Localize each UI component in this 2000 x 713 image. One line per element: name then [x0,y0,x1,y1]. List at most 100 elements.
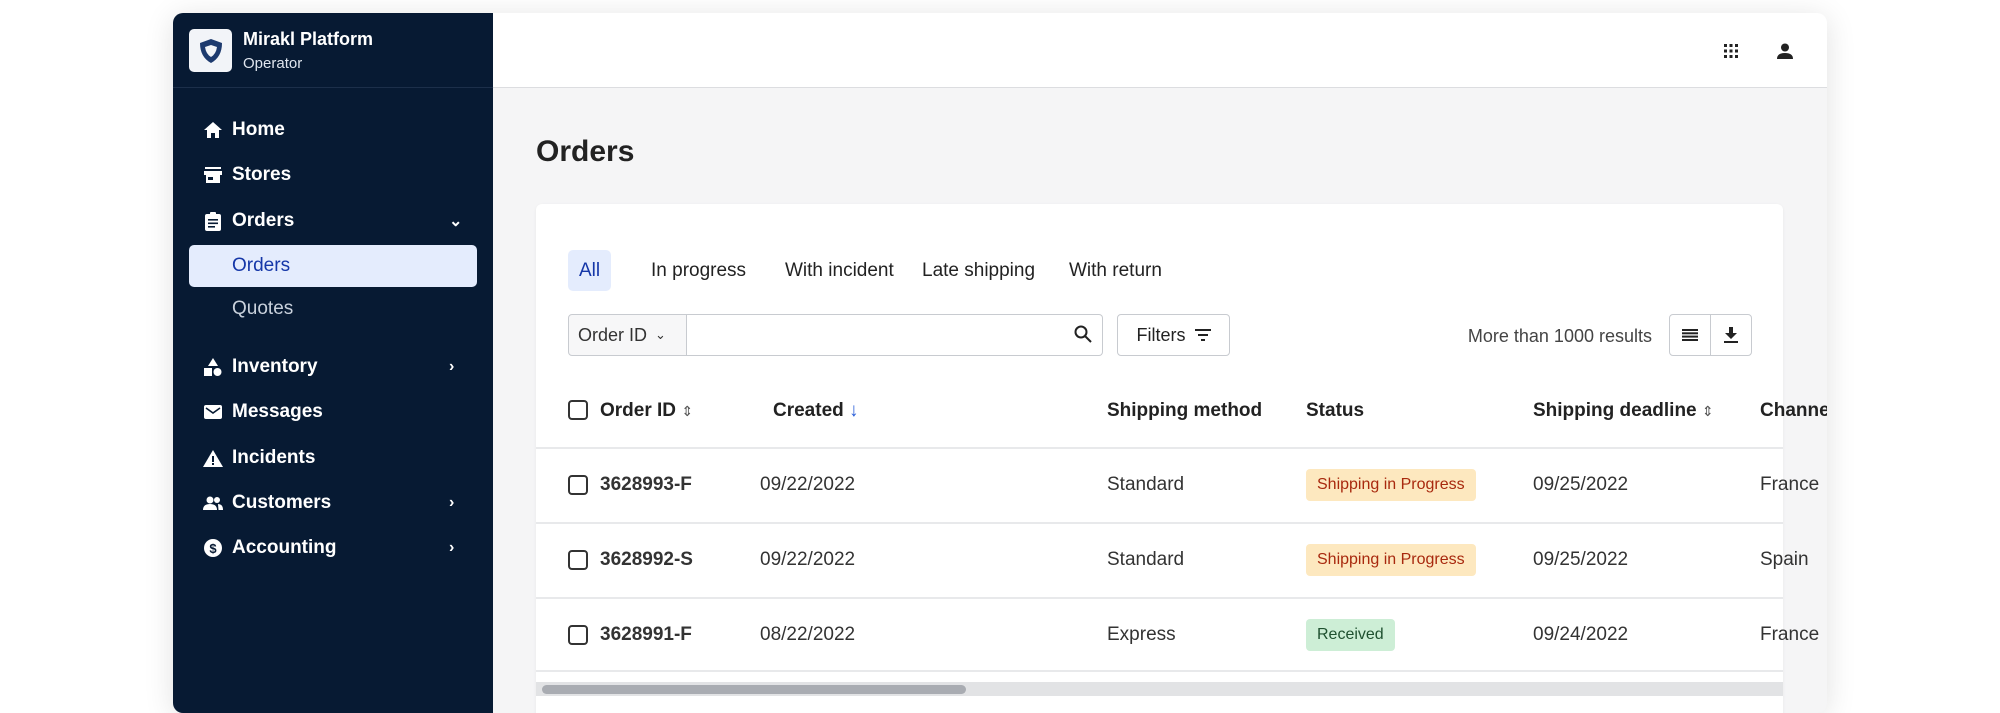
store-icon [202,164,224,186]
sidebar-item-label: Customers [232,492,332,513]
sidebar-item-customers[interactable]: Customers › [173,483,493,523]
row-checkbox[interactable] [568,475,588,495]
sidebar-item-orders[interactable]: Orders ⌄ [173,201,493,241]
column-header-order-id[interactable]: Order ID ⇕ [600,400,693,422]
sidebar-subitem-orders[interactable]: Orders [189,245,477,287]
column-header-channel: Channel [1760,400,1827,421]
select-all-checkbox[interactable] [568,400,588,420]
brand-subtitle: Operator [243,55,303,72]
results-count: More than 1000 results [1467,326,1652,346]
chevron-down-icon: ⌄ [655,327,666,342]
shipping-method: Express [1107,624,1176,645]
mail-icon [202,401,224,423]
shipping-deadline: 09/25/2022 [1533,474,1629,495]
search-field-select[interactable]: Order ID ⌄ [568,314,687,356]
channel: France [1760,474,1820,495]
sidebar-item-home[interactable]: Home [173,110,493,150]
tab-late-shipping[interactable]: Late shipping [922,259,1036,281]
sidebar-item-label: Stores [232,164,292,185]
brand-title: Mirakl Platform [243,29,374,49]
sidebar-item-label: Quotes [232,298,294,319]
filters-button[interactable]: Filters [1117,314,1230,356]
horizontal-scrollbar[interactable] [536,682,1783,696]
search-icon[interactable] [1074,325,1092,348]
sidebar-item-label: Incidents [232,447,316,468]
list-density-icon [1682,329,1698,341]
shipping-deadline: 09/24/2022 [1533,624,1629,645]
status-badge: Received [1306,619,1395,651]
shipping-method: Standard [1107,474,1185,495]
column-label: Shipping deadline [1533,400,1697,421]
sidebar: Mirakl Platform Operator Home Stores Ord… [173,13,493,713]
tab-with-return[interactable]: With return [1069,259,1162,281]
sidebar-item-label: Home [232,119,285,140]
search-input[interactable] [695,315,1055,353]
sidebar-subitem-quotes[interactable]: Quotes [173,289,493,329]
home-icon [202,119,224,141]
search-field-label: Order ID [578,324,648,345]
dollar-icon: $ [202,537,224,559]
shipping-deadline: 09/25/2022 [1533,549,1629,570]
apps-grid-icon[interactable] [1719,39,1743,63]
scrollbar-thumb[interactable] [542,685,966,694]
row-checkbox[interactable] [568,550,588,570]
chevron-right-icon: › [449,358,455,375]
orders-card: All In progress With incident Late shipp… [536,204,1827,713]
created-date: 08/22/2022 [760,624,856,645]
chevron-right-icon: › [449,494,455,511]
svg-text:$: $ [209,541,217,556]
tab-in-progress[interactable]: In progress [651,259,747,281]
channel: France [1760,624,1820,645]
tab-with-incident[interactable]: With incident [785,259,894,281]
sidebar-item-accounting[interactable]: $ Accounting › [173,528,493,568]
top-bar [493,13,1827,88]
status-badge: Shipping in Progress [1306,469,1476,501]
sidebar-item-inventory[interactable]: Inventory › [173,347,493,387]
sort-icon: ⇕ [681,403,694,419]
clipboard-icon [202,210,224,232]
row-checkbox[interactable] [568,625,588,645]
table-row[interactable]: 3628993-F 09/22/2022 Standard Shipping i… [536,447,1819,522]
created-date: 09/22/2022 [760,474,856,495]
column-label: Created [773,400,844,421]
sidebar-item-label: Orders [232,255,291,276]
table-row[interactable]: 3628992-S 09/22/2022 Standard Shipping i… [536,522,1809,597]
sidebar-item-label: Messages [232,401,323,422]
created-date: 09/22/2022 [760,549,856,570]
export-button[interactable] [1710,314,1752,356]
sort-icon: ⇕ [1701,403,1714,419]
column-header-shipping-deadline[interactable]: Shipping deadline ⇕ [1533,400,1714,422]
density-button[interactable] [1669,314,1711,356]
status-badge: Shipping in Progress [1306,544,1476,576]
column-header-created[interactable]: Created ↓ [773,400,859,422]
user-account-icon[interactable] [1773,39,1797,63]
sort-descending-icon: ↓ [849,400,859,421]
download-icon [1724,327,1738,343]
sidebar-item-incidents[interactable]: Incidents [173,438,493,478]
tab-all[interactable]: All [568,250,612,291]
warning-icon [202,447,224,469]
brand: Mirakl Platform Operator [173,13,493,88]
search-box [687,314,1103,356]
app-window: Mirakl Platform Operator Home Stores Ord… [173,13,1827,713]
filters-label: Filters [1136,324,1186,345]
sidebar-item-label: Inventory [232,356,318,377]
filter-icon [1194,329,1211,341]
shapes-icon [202,356,224,378]
column-label: Order ID [600,400,677,421]
chevron-down-icon: ⌄ [449,213,463,230]
page-title: Orders [536,135,635,168]
sidebar-item-label: Accounting [232,537,337,558]
order-id[interactable]: 3628993-F [600,474,692,495]
order-id[interactable]: 3628992-S [600,549,693,570]
channel: Spain [1760,549,1809,570]
order-id[interactable]: 3628991-F [600,624,692,645]
sidebar-item-messages[interactable]: Messages [173,392,493,432]
table-row[interactable]: 3628991-F 08/22/2022 Express Received 09… [536,597,1819,672]
chevron-right-icon: › [449,539,455,556]
mirakl-logo-icon [189,29,232,72]
column-header-status: Status [1306,400,1365,421]
sidebar-item-label: Orders [232,210,295,231]
column-header-shipping-method: Shipping method [1107,400,1263,421]
sidebar-item-stores[interactable]: Stores [173,155,493,195]
